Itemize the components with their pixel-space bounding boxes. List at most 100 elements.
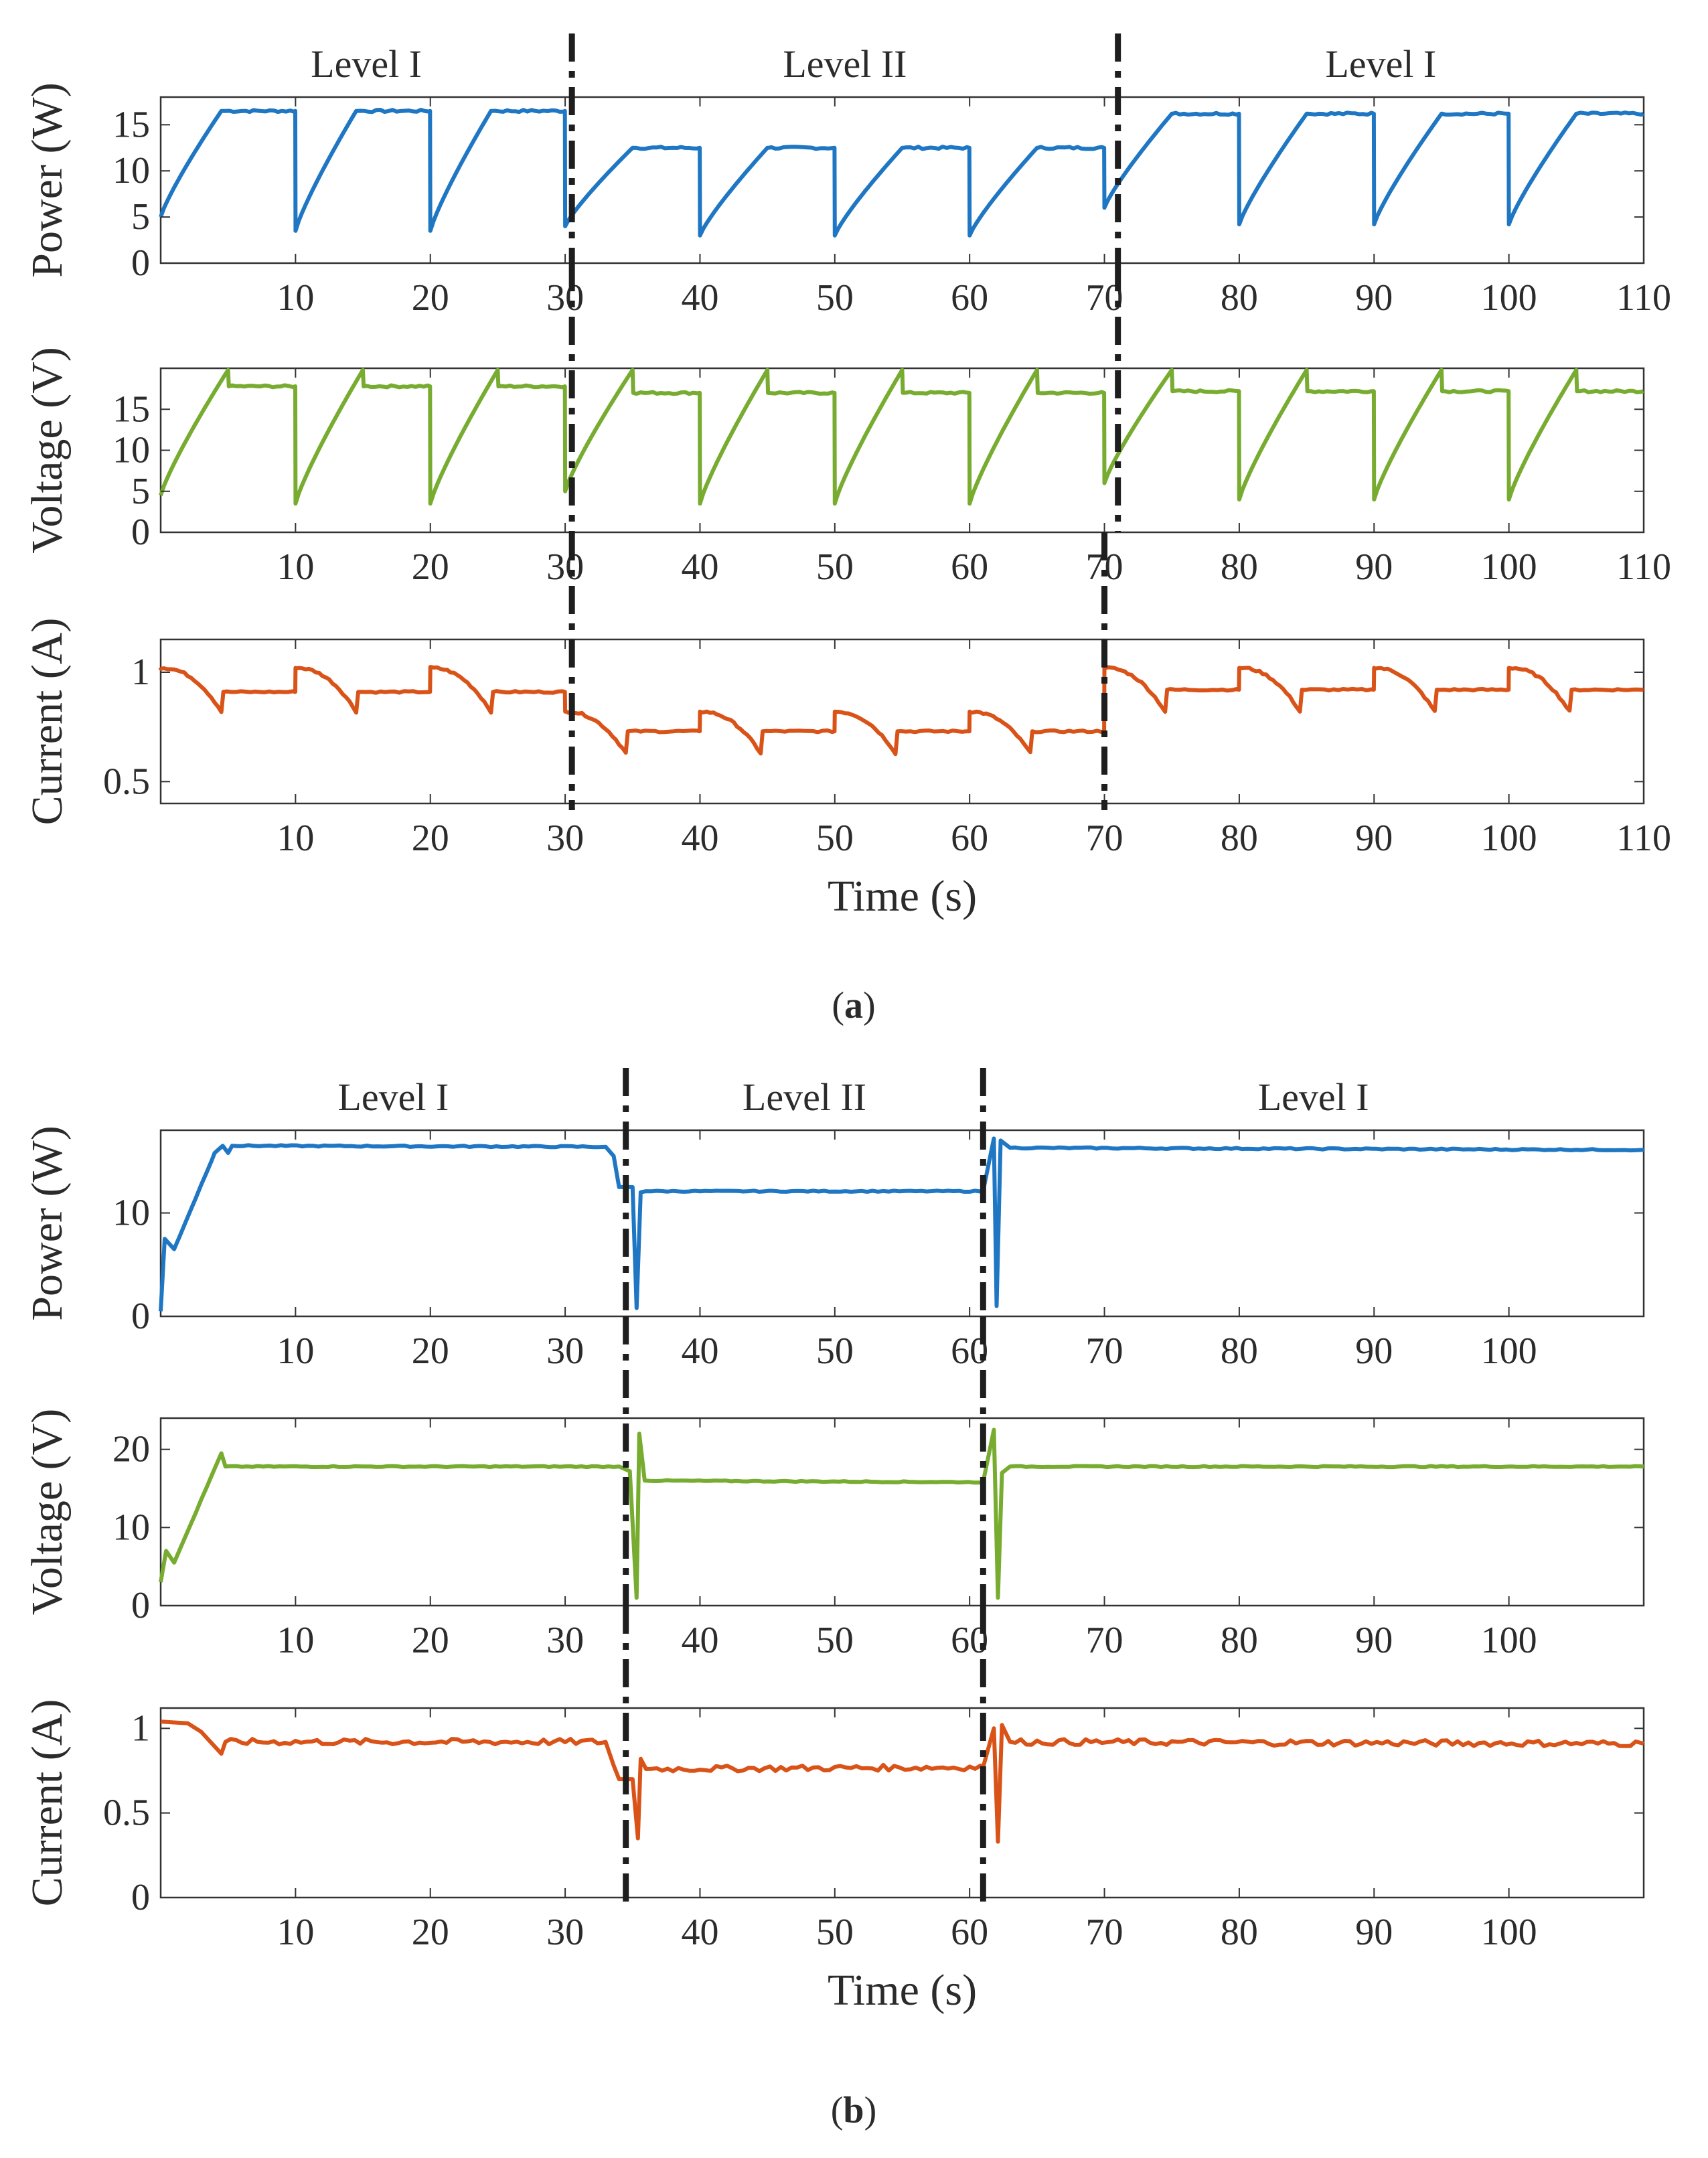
x-tick-label: 100 [1481, 546, 1537, 588]
x-tick-label: 30 [546, 1620, 584, 1661]
x-tick-label: 80 [1221, 818, 1258, 859]
x-tick-label: 40 [681, 277, 718, 319]
x-tick-label: 10 [277, 1620, 314, 1661]
y-tick-label: 0 [131, 1585, 150, 1626]
y-axis-label: Current (A) [23, 618, 72, 826]
x-tick-label: 90 [1355, 1620, 1393, 1661]
voltage-series-line [159, 1428, 1644, 1600]
x-tick-label: 50 [816, 546, 854, 588]
x-tick-label: 60 [951, 277, 988, 319]
x-tick-label: 40 [681, 1330, 718, 1372]
panel-b-label: (b) [831, 2090, 876, 2131]
x-tick-label: 50 [816, 818, 854, 859]
x-tick-label: 40 [681, 1620, 718, 1661]
x-tick-label: 10 [277, 818, 314, 859]
power-series-line [159, 1136, 1644, 1312]
current-series-line [159, 665, 1644, 757]
x-tick-label: 100 [1481, 1912, 1537, 1953]
y-tick-label: 10 [112, 150, 150, 191]
x-tick-label: 50 [816, 1330, 854, 1372]
level-boundaries-group-2 [623, 1068, 986, 1905]
y-tick-label: 0 [131, 1877, 150, 1918]
x-tick-label: 70 [1086, 1912, 1123, 1953]
y-tick-label: 0 [131, 512, 150, 553]
x-tick-label: 30 [546, 1330, 584, 1372]
x-tick-label: 10 [277, 1912, 314, 1953]
x-tick-label: 20 [412, 1620, 449, 1661]
x-tick-label: 30 [546, 818, 584, 859]
x-tick-label: 10 [277, 546, 314, 588]
axes-frame [159, 1417, 1645, 1607]
x-tick-label: 90 [1355, 546, 1393, 588]
x-tick-label: 90 [1355, 1912, 1393, 1953]
x-tick-label: 20 [412, 1330, 449, 1372]
x-tick-label: 50 [816, 1912, 854, 1953]
y-tick-label: 10 [112, 1507, 150, 1548]
y-tick-label: 5 [131, 471, 150, 512]
x-tick-label: 70 [1086, 1330, 1123, 1372]
x-tick-label: 40 [681, 1912, 718, 1953]
x-tick-label: 50 [816, 1620, 854, 1661]
x-tick-label: 100 [1481, 818, 1537, 859]
x-tick-label: 110 [1616, 818, 1671, 859]
x-tick-label: 100 [1481, 1620, 1537, 1661]
x-tick-label: 40 [681, 818, 718, 859]
x-tick-label: 80 [1221, 546, 1258, 588]
chart-panel-6: 10 20 30 40 50 60 70 80 90 100 0 0.5 1 Current (A) Tim… [23, 1699, 1645, 2015]
x-tick-label: 90 [1355, 818, 1393, 859]
axes-frame [159, 1707, 1645, 1899]
y-tick-label: 5 [131, 196, 150, 238]
y-axis-label: Power (W) [23, 1126, 72, 1320]
level-boundaries-group-1 [568, 33, 1121, 810]
level-annotation-3: Level I [1325, 42, 1436, 86]
level-annotation-3: Level I [1258, 1075, 1369, 1119]
level-annotation-2: Level II [743, 1075, 866, 1119]
y-tick-label: 1 [131, 1707, 150, 1749]
x-tick-label: 70 [1086, 818, 1123, 859]
x-tick-label: 80 [1221, 277, 1258, 319]
level-annotation-2: Level II [783, 42, 907, 86]
power-series-line [159, 108, 1644, 238]
y-tick-label: 0 [131, 242, 150, 284]
x-tick-label: 60 [951, 818, 988, 859]
x-tick-label: 100 [1481, 1330, 1537, 1372]
x-tick-label: 20 [412, 1912, 449, 1953]
chart-panel-3: 10 20 30 40 50 60 70 80 90 100 110 0.5 1 Current (A) T… [23, 618, 1671, 921]
y-tick-label: 20 [112, 1429, 150, 1470]
level-annotation-1: Level I [337, 1075, 449, 1119]
y-tick-label: 0.5 [103, 1792, 150, 1834]
x-axis-label: Time (s) [828, 1966, 977, 2015]
x-tick-label: 10 [277, 277, 314, 319]
y-tick-label: 0.5 [103, 761, 150, 802]
x-tick-label: 30 [546, 1912, 584, 1953]
y-axis-label: Current (A) [23, 1699, 72, 1907]
x-tick-label: 110 [1616, 546, 1671, 588]
axes-frame [159, 1129, 1645, 1318]
x-tick-label: 20 [412, 546, 449, 588]
x-tick-label: 60 [951, 546, 988, 588]
y-axis-label: Voltage (V) [23, 1409, 72, 1616]
x-tick-label: 10 [277, 1330, 314, 1372]
x-tick-label: 20 [412, 277, 449, 319]
x-tick-label: 100 [1481, 277, 1537, 319]
y-tick-label: 1 [131, 651, 150, 693]
x-axis-label: Time (s) [828, 872, 977, 921]
x-tick-label: 90 [1355, 277, 1393, 319]
x-tick-label: 50 [816, 277, 854, 319]
axes-frame [159, 96, 1645, 264]
x-tick-label: 90 [1355, 1330, 1393, 1372]
x-tick-label: 20 [412, 818, 449, 859]
x-tick-label: 70 [1086, 1620, 1123, 1661]
axes-frame [159, 638, 1645, 805]
x-tick-label: 80 [1221, 1620, 1258, 1661]
y-tick-label: 10 [112, 430, 150, 471]
y-tick-label: 15 [112, 104, 150, 145]
level-annotation-1: Level I [311, 42, 422, 86]
x-tick-label: 80 [1221, 1912, 1258, 1953]
